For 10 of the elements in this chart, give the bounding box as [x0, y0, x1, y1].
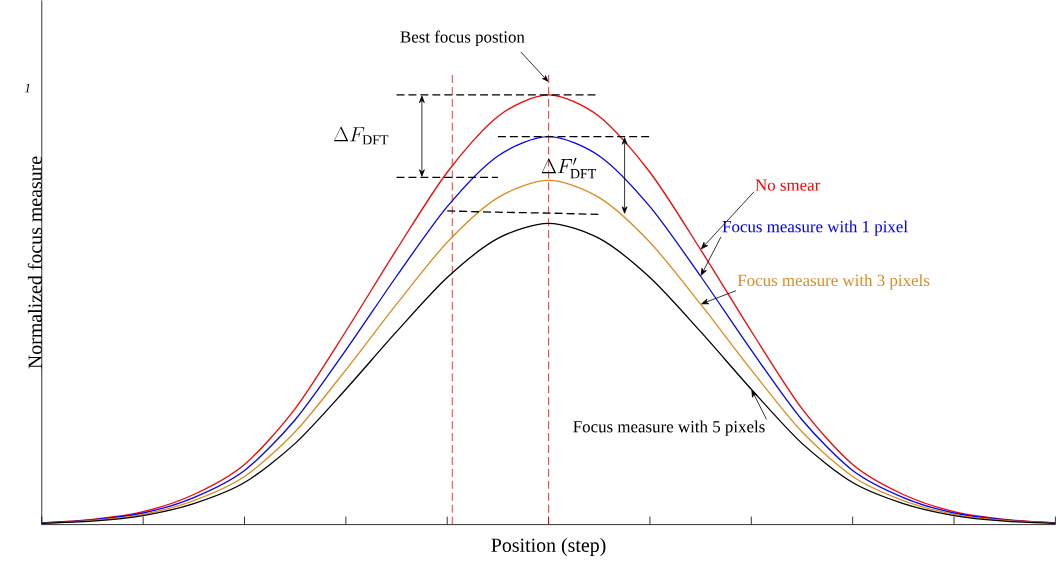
x-axis-title: Position (step) [491, 538, 606, 557]
text: Focus measure with 1 pixel [722, 220, 908, 236]
legend-label: Focus measure with 3 pixels [737, 274, 930, 290]
annotation: $\Delta F_{\mathrm{DFT}}$ [333, 126, 389, 145]
annotation: $\Delta F'_{\mathrm{DFT}}$ [541, 157, 597, 179]
text: 1 [24, 83, 30, 93]
text: Best focus postion [400, 30, 525, 47]
y-axis-title: Normalized focus measure [27, 156, 42, 369]
series-label: Focus measure with 5 pixels [573, 420, 765, 437]
text: No smear [755, 179, 821, 191]
